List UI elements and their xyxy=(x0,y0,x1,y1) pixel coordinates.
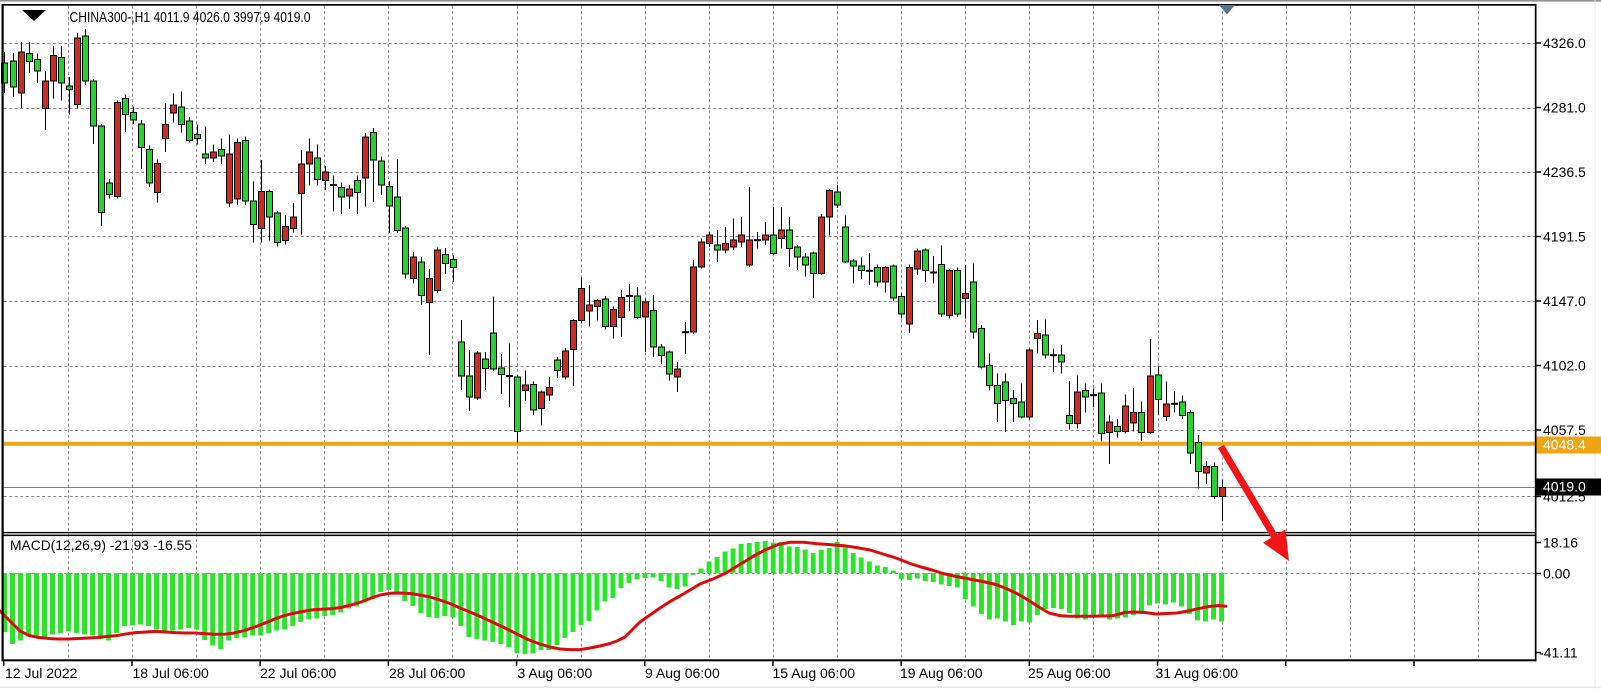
svg-text:4048.4: 4048.4 xyxy=(1543,437,1586,453)
svg-text:19 Aug 06:00: 19 Aug 06:00 xyxy=(900,665,983,681)
svg-text:31 Aug 06:00: 31 Aug 06:00 xyxy=(1156,665,1239,681)
svg-text:28 Jul 06:00: 28 Jul 06:00 xyxy=(389,665,465,681)
svg-text:3 Aug 06:00: 3 Aug 06:00 xyxy=(518,665,593,681)
svg-text:22 Jul 06:00: 22 Jul 06:00 xyxy=(260,665,336,681)
svg-text:9 Aug 06:00: 9 Aug 06:00 xyxy=(645,665,720,681)
svg-text:4019.0: 4019.0 xyxy=(1543,479,1586,495)
svg-text:CHINA300-,H1 4011.9 4026.0 39: CHINA300-,H1 4011.9 4026.0 3997.9 4019.0 xyxy=(70,9,311,26)
svg-text:18 Jul 06:00: 18 Jul 06:00 xyxy=(133,665,209,681)
svg-text:-41.11: -41.11 xyxy=(1539,645,1578,661)
svg-text:18.16: 18.16 xyxy=(1543,535,1578,551)
svg-text:4191.5: 4191.5 xyxy=(1543,229,1586,245)
svg-text:MACD(12,26,9) -21.93 -16.55: MACD(12,26,9) -21.93 -16.55 xyxy=(10,537,192,553)
svg-text:25 Aug 06:00: 25 Aug 06:00 xyxy=(1028,665,1111,681)
svg-text:4236.5: 4236.5 xyxy=(1543,164,1586,180)
svg-text:0.00: 0.00 xyxy=(1543,566,1570,582)
svg-text:15 Aug 06:00: 15 Aug 06:00 xyxy=(773,665,856,681)
svg-text:4147.0: 4147.0 xyxy=(1543,293,1586,309)
svg-text:4057.5: 4057.5 xyxy=(1543,422,1586,438)
svg-text:4326.0: 4326.0 xyxy=(1543,35,1586,51)
svg-text:4281.0: 4281.0 xyxy=(1543,100,1586,116)
svg-text:4102.0: 4102.0 xyxy=(1543,358,1586,374)
svg-text:12 Jul 2022: 12 Jul 2022 xyxy=(5,665,78,681)
